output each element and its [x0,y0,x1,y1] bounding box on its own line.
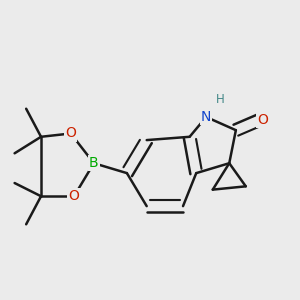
Text: O: O [69,189,80,203]
Text: O: O [65,127,76,140]
Text: H: H [216,93,224,106]
Text: N: N [201,110,211,124]
Text: O: O [257,113,268,127]
Text: B: B [89,156,99,170]
